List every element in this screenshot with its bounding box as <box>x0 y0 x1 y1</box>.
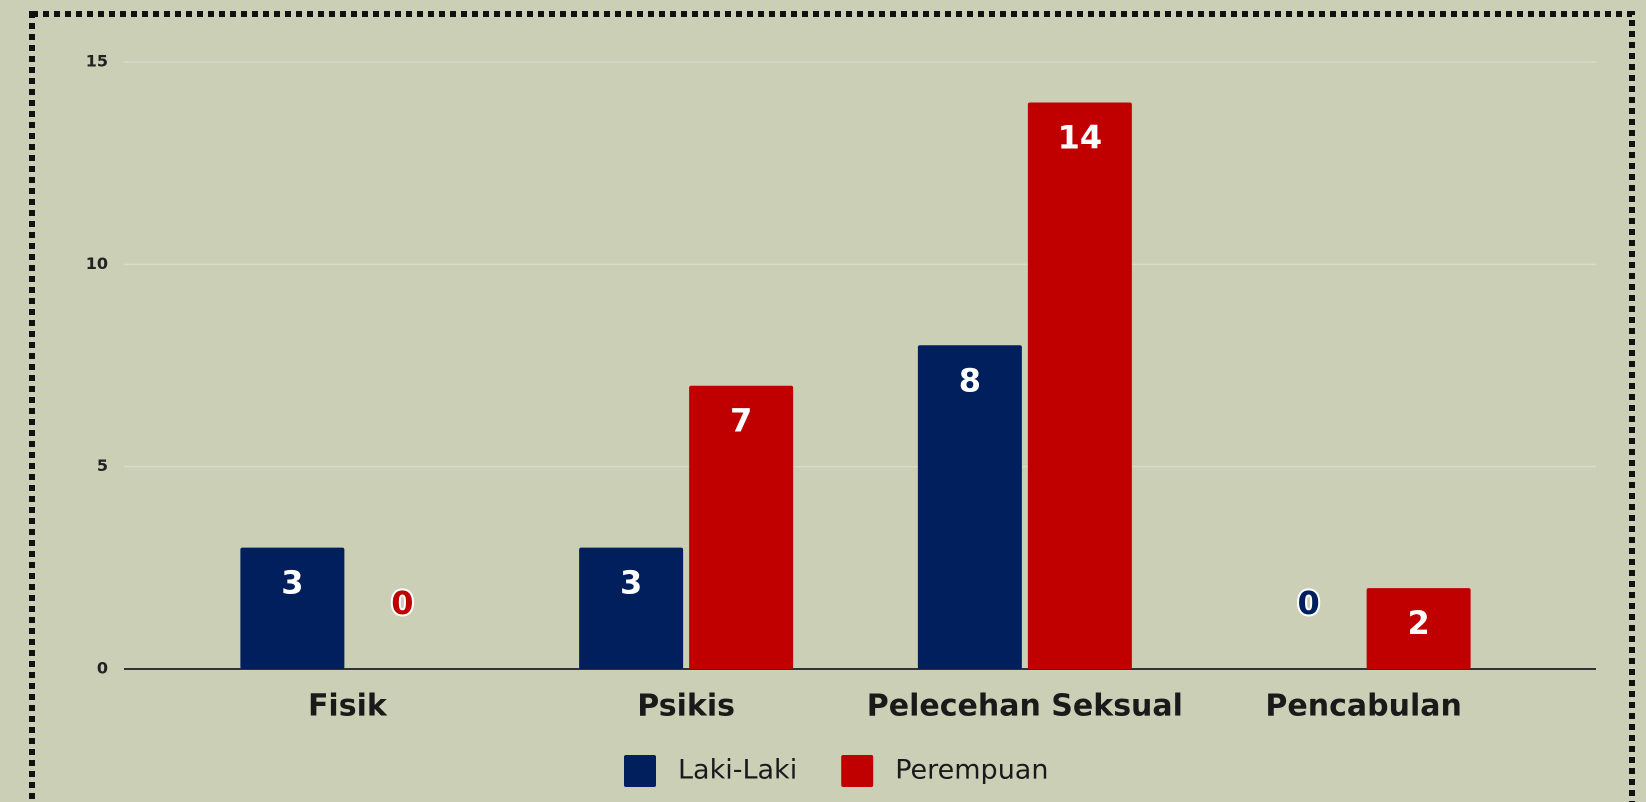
x-tick-label: Pencabulan <box>1265 689 1461 724</box>
data-label: 7 <box>730 402 752 440</box>
bar <box>917 345 1022 669</box>
bar <box>689 385 794 669</box>
bar <box>579 547 684 669</box>
legend-label: Perempuan <box>895 755 1048 786</box>
legend-swatch <box>841 755 874 787</box>
bar <box>240 547 345 669</box>
data-label: 3 <box>281 564 303 602</box>
legend-label: Laki-Laki <box>678 755 797 786</box>
data-label: 14 <box>1058 118 1103 156</box>
y-tick-label: 5 <box>97 456 108 475</box>
bar <box>1027 102 1132 669</box>
data-label: 8 <box>959 361 981 399</box>
data-label: 0 <box>391 584 413 622</box>
data-label: 2 <box>1407 604 1429 642</box>
y-tick-label: 10 <box>86 254 108 273</box>
data-label: 3 <box>620 564 642 602</box>
x-tick-label: Pelecehan Seksual <box>867 689 1183 724</box>
bar <box>1366 588 1471 669</box>
x-tick-label: Psikis <box>637 689 735 724</box>
y-tick-label: 15 <box>86 52 108 71</box>
x-tick-label: Fisik <box>308 689 388 724</box>
chart-border <box>29 11 1635 802</box>
legend-swatch <box>624 755 656 787</box>
data-label: 0 <box>1297 584 1319 622</box>
y-tick-label: 0 <box>97 659 108 678</box>
